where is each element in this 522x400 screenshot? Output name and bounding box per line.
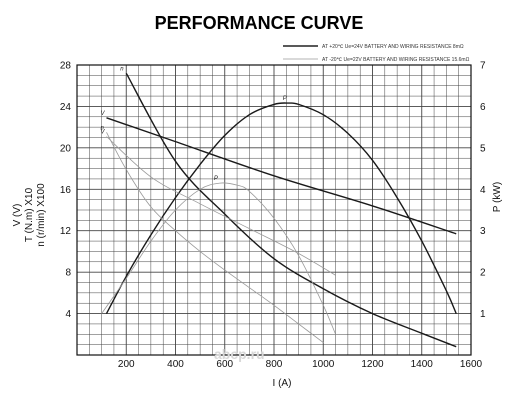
series-line-V-solid xyxy=(106,117,457,235)
watermark: abcp.ru xyxy=(214,346,265,362)
chart-grid xyxy=(77,65,471,355)
y-right-tick-label: 2 xyxy=(480,268,486,279)
y-left-axis-label: T (N.m) X10 xyxy=(24,187,35,242)
x-tick-label: 400 xyxy=(167,359,184,370)
y-right-tick-label: 3 xyxy=(480,226,486,237)
plot-border xyxy=(76,64,472,356)
axis-labels: I (A) V (V) T (N.m) X10 n (r/min) X100 P (kW… xyxy=(12,182,503,389)
y-left-axis-label: n (r/min) X100 xyxy=(36,183,47,247)
y-right-tick-label: 1 xyxy=(480,309,486,320)
series-line-P-solid xyxy=(105,102,457,314)
x-tick-label: 1400 xyxy=(411,359,434,370)
legend-entry: AT +20℃ Ue=24V BATTERY AND WIRING RESIST… xyxy=(322,44,464,50)
series-label-n: n xyxy=(101,125,105,131)
legend-entry: AT -20℃ Ue=22V BATTERY AND WIRING RESIST… xyxy=(322,57,470,63)
series-line-n-light xyxy=(106,132,324,343)
y-left-axis-label: V (V) xyxy=(12,204,23,227)
y-right-axis-label: P (kW) xyxy=(492,182,503,212)
y-left-tick-label: 28 xyxy=(60,61,72,72)
y-left-tick-label: 4 xyxy=(65,309,71,320)
series-label-V: V xyxy=(101,129,106,135)
tick-labels: 200 400 600 800 1000 1200 1400 1600481216202428… xyxy=(60,61,486,371)
series-label-P: P xyxy=(283,96,287,102)
y-right-tick-label: 7 xyxy=(480,61,486,72)
y-right-tick-label: 5 xyxy=(480,143,486,154)
chart-frame xyxy=(76,64,472,356)
series-line-P-light xyxy=(101,182,336,335)
x-tick-label: 1000 xyxy=(312,359,335,370)
series-line-n-solid xyxy=(125,72,457,348)
y-left-tick-label: 20 xyxy=(60,143,72,154)
x-axis-label: I (A) xyxy=(273,378,292,389)
x-tick-label: 1600 xyxy=(460,359,483,370)
series-label-P: P xyxy=(214,176,218,182)
series-line-V-light xyxy=(106,136,336,276)
y-left-tick-label: 24 xyxy=(60,102,72,113)
y-left-tick-label: 8 xyxy=(65,268,71,279)
series-label-n: n xyxy=(120,66,124,72)
series-label-V: V xyxy=(101,111,106,117)
y-right-tick-label: 4 xyxy=(480,185,486,196)
legend: AT +20℃ Ue=24V BATTERY AND WIRING RESIST… xyxy=(283,44,470,63)
x-tick-label: 600 xyxy=(216,359,233,370)
y-left-tick-label: 16 xyxy=(60,185,72,196)
chart-title: PERFORMANCE CURVE xyxy=(155,13,364,33)
y-right-tick-label: 6 xyxy=(480,102,486,113)
y-left-tick-label: 12 xyxy=(60,226,72,237)
x-tick-label: 200 xyxy=(118,359,135,370)
x-tick-label: 800 xyxy=(266,359,283,370)
x-tick-label: 1200 xyxy=(361,359,384,370)
